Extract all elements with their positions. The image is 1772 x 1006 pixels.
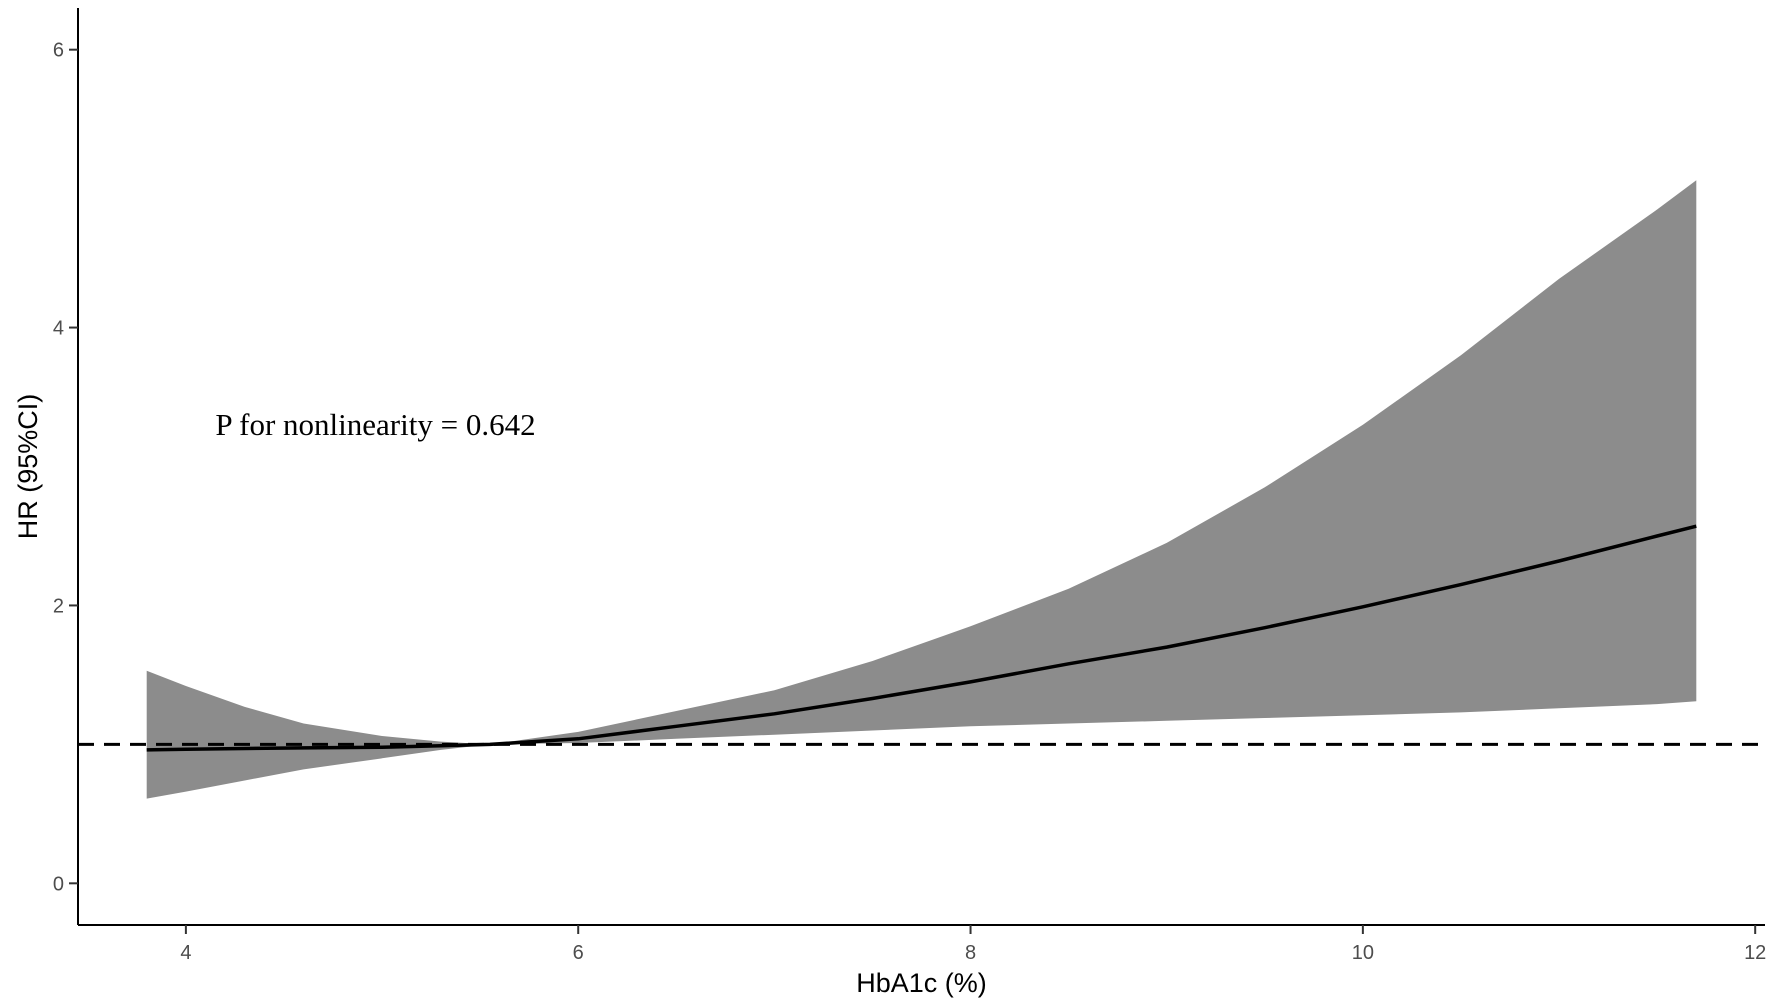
x-tick-label: 12 (1744, 942, 1766, 964)
x-ticks: 4 6 8 10 12 (180, 925, 1766, 964)
x-tick-label: 6 (573, 942, 584, 964)
x-tick-label: 4 (180, 942, 191, 964)
x-tick-label: 8 (965, 942, 976, 964)
x-axis-label: HbA1c (%) (856, 968, 987, 998)
y-tick-label: 2 (53, 595, 64, 617)
y-tick-label: 4 (53, 318, 64, 340)
confidence-band (146, 180, 1697, 799)
x-tick-label: 10 (1352, 942, 1374, 964)
y-tick-label: 0 (53, 873, 64, 895)
hr-curve (146, 524, 1697, 752)
y-axis-label: HR (95%CI) (13, 394, 43, 540)
p-value-annotation: P for nonlinearity = 0.642 (215, 407, 535, 442)
y-tick-label: 6 (53, 40, 64, 62)
y-ticks: 0 2 4 6 (53, 40, 78, 895)
